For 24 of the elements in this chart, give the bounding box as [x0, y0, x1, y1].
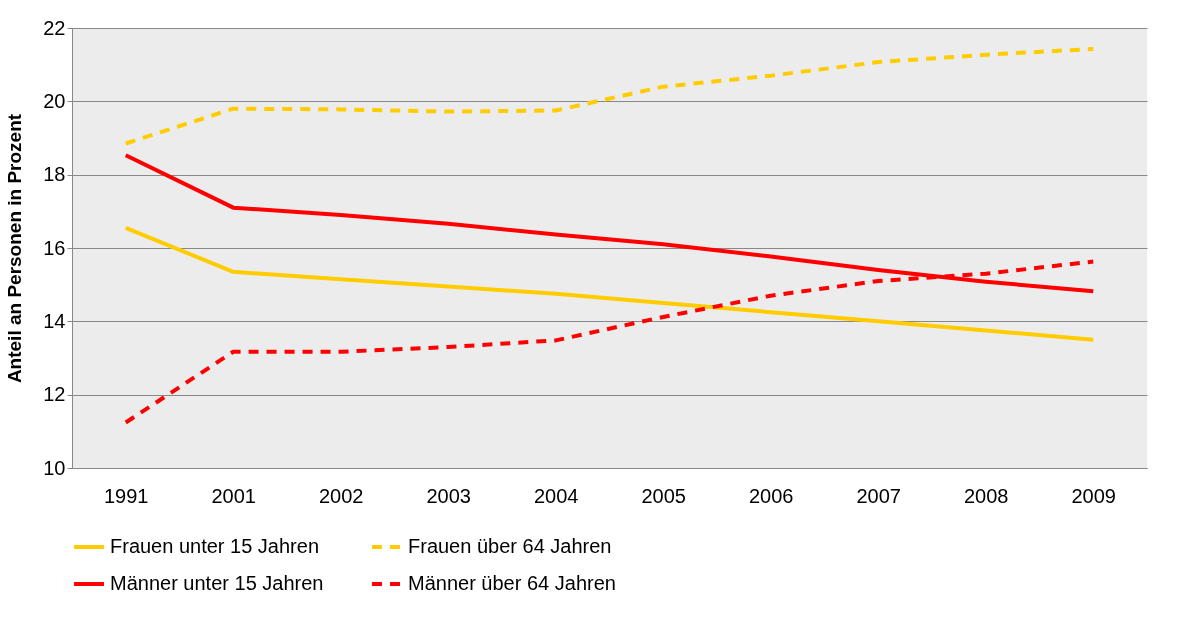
- x-tick-label: 2005: [641, 484, 686, 507]
- y-tick-label: 18: [43, 163, 66, 186]
- line-series: [123, 225, 1096, 342]
- legend-label: Frauen unter 15 Jahren: [110, 535, 320, 557]
- y-tick-label: 14: [43, 309, 66, 332]
- x-tick-label: 2002: [319, 484, 364, 507]
- legend-label: Frauen über 64 Jahren: [408, 535, 612, 557]
- y-tick-label: 10: [43, 456, 66, 479]
- x-tick-label: 2008: [964, 484, 1009, 507]
- x-tick-label: 1991: [104, 484, 149, 507]
- x-tick-label: 2007: [856, 484, 901, 507]
- x-tick-label: 2003: [426, 484, 471, 507]
- legend-label: Männer über 64 Jahren: [408, 572, 616, 594]
- y-tick-label: 16: [43, 236, 66, 259]
- y-tick-label: 12: [43, 383, 66, 406]
- legend-label: Männer unter 15 Jahren: [110, 572, 324, 594]
- x-tick-label: 2001: [211, 484, 256, 507]
- y-tick-label: 20: [43, 89, 66, 112]
- x-tick-label: 2009: [1071, 484, 1116, 507]
- line-series: [123, 46, 1096, 146]
- y-axis-title: Anteil an Personen in Prozent: [4, 113, 26, 384]
- x-tick-label: 2006: [749, 484, 794, 507]
- y-tick-label: 22: [43, 16, 66, 39]
- x-tick-label: 2004: [534, 484, 579, 507]
